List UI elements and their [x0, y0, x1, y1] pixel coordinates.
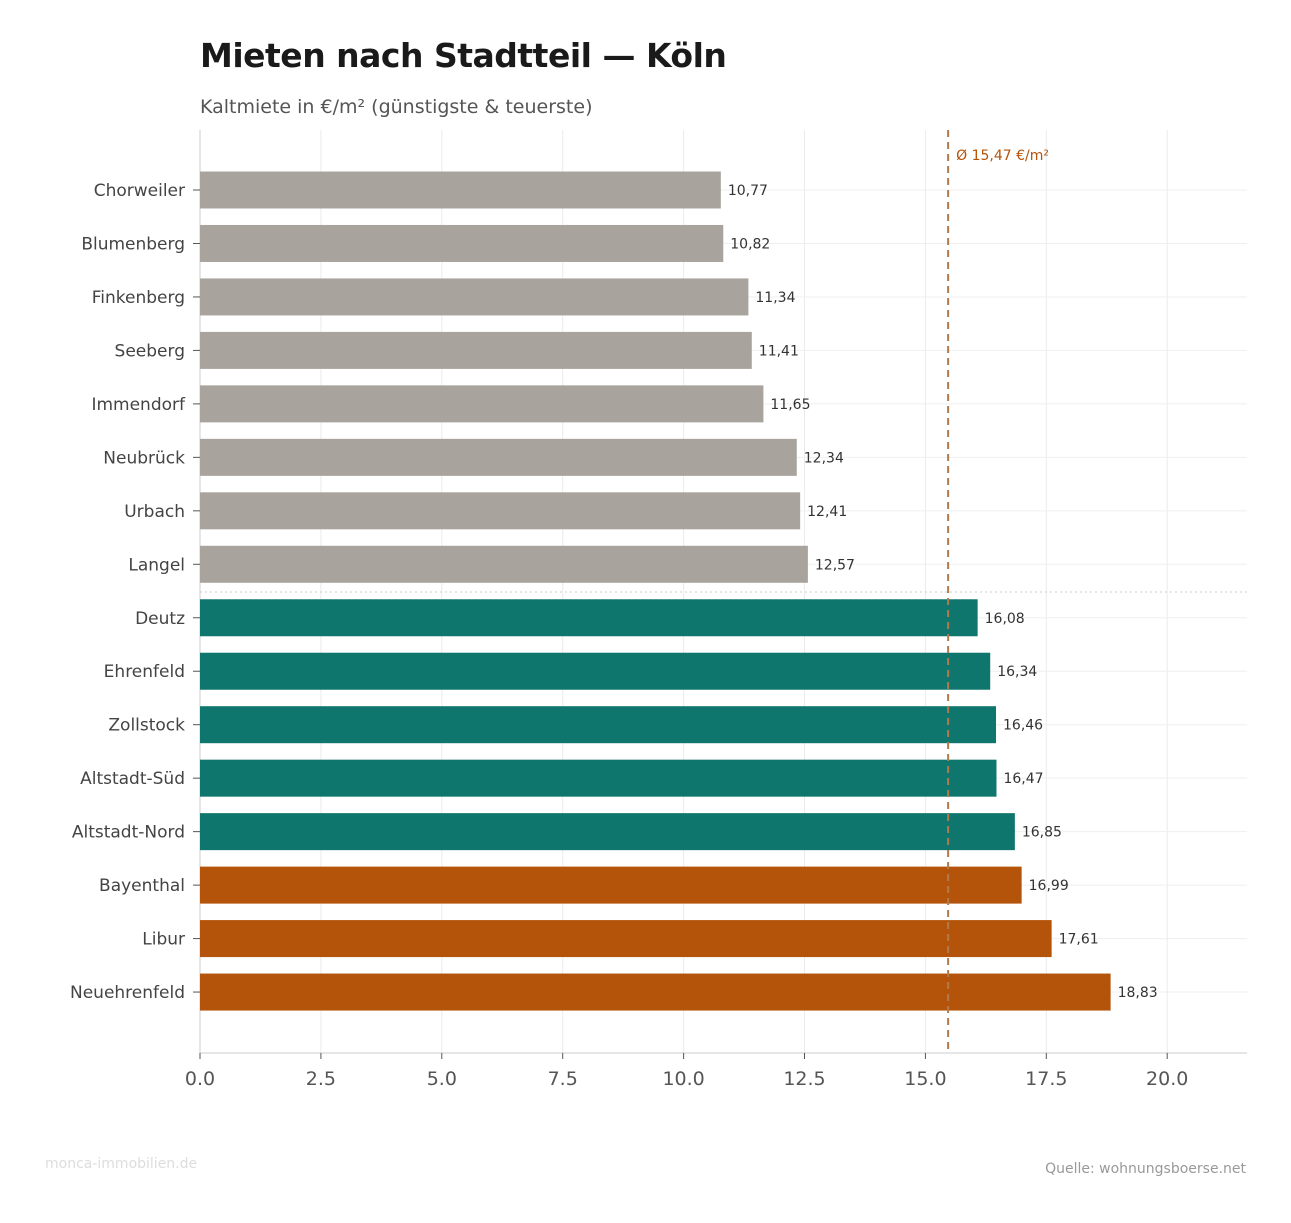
value-label: 16,99: [1029, 878, 1069, 894]
value-label: 16,08: [985, 611, 1025, 627]
bar: [200, 545, 808, 583]
category-label: Ehrenfeld: [104, 662, 185, 682]
category-label: Bayenthal: [99, 876, 185, 896]
bar: [200, 920, 1052, 958]
category-label: Chorweiler: [94, 181, 185, 201]
x-tick-label: 10.0: [662, 1068, 704, 1090]
value-label: 12,34: [804, 450, 844, 466]
category-label: Zollstock: [108, 716, 185, 736]
value-label: 11,34: [755, 290, 795, 306]
average-label: Ø 15,47 €/m²: [956, 148, 1049, 164]
value-label: 11,65: [770, 397, 810, 413]
bar: [200, 973, 1111, 1011]
chart-title: Mieten nach Stadtteil — Köln: [200, 36, 727, 75]
category-label: Langel: [128, 555, 185, 575]
value-label: 16,47: [1003, 771, 1043, 787]
x-tick-label: 2.5: [306, 1068, 336, 1090]
bar: [200, 652, 991, 690]
value-label: 16,85: [1022, 825, 1062, 841]
value-label: 12,57: [815, 557, 855, 573]
value-label: 17,61: [1059, 932, 1099, 948]
category-label: Seeberg: [115, 341, 185, 361]
x-tick-label: 5.0: [427, 1068, 457, 1090]
value-label: 12,41: [807, 504, 847, 520]
x-tick-label: 7.5: [548, 1068, 578, 1090]
category-label: Libur: [142, 930, 185, 950]
category-label: Immendorf: [91, 395, 186, 415]
bar: [200, 438, 797, 476]
value-label: 16,46: [1003, 718, 1043, 734]
category-label: Deutz: [135, 609, 185, 629]
value-label: 16,34: [997, 664, 1037, 680]
bar: [200, 492, 801, 530]
source-note: Quelle: wohnungsboerse.net: [1045, 1161, 1246, 1177]
bar: [200, 599, 978, 637]
watermark: monca-immobilien.de: [45, 1156, 198, 1172]
category-label: Altstadt-Süd: [80, 769, 185, 789]
bar: [200, 171, 721, 209]
bar: [200, 331, 752, 369]
bar: [200, 278, 749, 316]
category-label: Urbach: [124, 502, 185, 522]
bar: [200, 759, 997, 797]
category-label: Finkenberg: [92, 288, 185, 308]
x-tick-label: 12.5: [783, 1068, 825, 1090]
bar: [200, 385, 764, 423]
bar: [200, 224, 724, 262]
category-label: Neuehrenfeld: [70, 983, 185, 1003]
bar: [200, 706, 997, 744]
value-label: 10,77: [728, 183, 768, 199]
category-label: Neubrück: [103, 448, 185, 468]
value-label: 11,41: [759, 343, 799, 359]
value-label: 18,83: [1118, 985, 1158, 1001]
chart-subtitle: Kaltmiete in €/m² (günstigste & teuerste…: [200, 96, 593, 118]
x-tick-label: 17.5: [1025, 1068, 1067, 1090]
x-tick-label: 0.0: [185, 1068, 215, 1090]
x-tick-label: 15.0: [904, 1068, 946, 1090]
category-label: Blumenberg: [81, 234, 185, 254]
value-label: 10,82: [730, 236, 770, 252]
category-label: Altstadt-Nord: [72, 823, 185, 843]
bar: [200, 813, 1015, 851]
x-tick-label: 20.0: [1146, 1068, 1188, 1090]
bar: [200, 866, 1022, 904]
